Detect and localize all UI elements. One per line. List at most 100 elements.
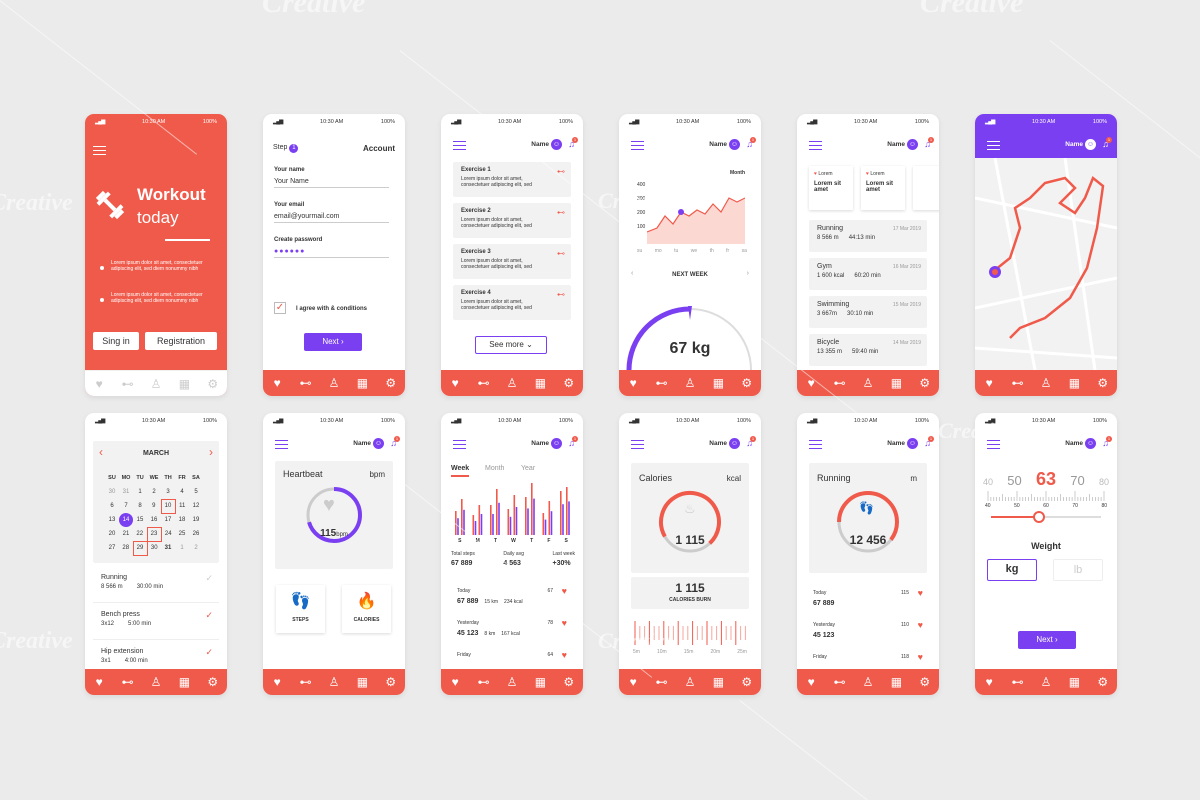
bell-icon[interactable]: ♫ 1: [1102, 436, 1112, 448]
person-icon[interactable]: ♙: [328, 376, 340, 390]
calendar-day[interactable]: 29: [132, 540, 148, 556]
email-input[interactable]: email@yourmail.com: [274, 213, 389, 223]
dumbbell-icon[interactable]: ⊷: [121, 376, 134, 391]
bell-icon[interactable]: ♫ 1: [924, 436, 934, 448]
exercise-card[interactable]: Exercise 4 Lorem ipsum dolor sit amet, co…: [453, 285, 571, 320]
tab-month[interactable]: Month: [485, 465, 505, 472]
heart-icon[interactable]: ♥: [807, 376, 815, 390]
dumbbell-icon[interactable]: ⊷: [1011, 675, 1024, 689]
activity-card[interactable]: Gym 16 Mar 2019 1 600 kcal 60:20 min: [809, 258, 927, 290]
calendar-day[interactable]: 2: [194, 545, 198, 551]
gear-icon[interactable]: ⚙: [207, 675, 219, 689]
heart-icon[interactable]: ♥: [451, 675, 459, 689]
name-input[interactable]: Your Name: [274, 178, 389, 188]
heart-icon[interactable]: ♥: [561, 586, 567, 596]
activity-card[interactable]: Bicycle 14 Mar 2019 13 355 m 59:40 min: [809, 334, 927, 366]
calendar-day[interactable]: 18: [178, 517, 186, 523]
dumbbell-icon[interactable]: ⊷: [299, 376, 312, 390]
schedule-item[interactable]: Running 8 566 m 30:00 min ✓: [93, 569, 219, 603]
agree-checkbox[interactable]: ✓: [274, 302, 286, 314]
avatar-icon[interactable]: ☺: [1085, 139, 1096, 150]
activity-card[interactable]: Running 17 Mar 2019 8 566 m 44:13 min: [809, 220, 927, 252]
calendar-day[interactable]: 27: [108, 545, 116, 551]
avatar-icon[interactable]: ☺: [729, 139, 740, 150]
avatar-icon[interactable]: ☺: [373, 438, 384, 449]
person-icon[interactable]: ♙: [862, 376, 874, 390]
route-map[interactable]: [975, 158, 1117, 370]
heart-icon[interactable]: ♥: [273, 376, 281, 390]
calendar-day[interactable]: 30: [150, 545, 158, 552]
calendar-day[interactable]: 1: [138, 489, 142, 495]
tab-week[interactable]: Week: [451, 465, 470, 477]
exercise-card[interactable]: Exercise 2 Lorem ipsum dolor sit amet, co…: [453, 203, 571, 238]
menu-icon[interactable]: [453, 141, 466, 150]
steps-tile[interactable]: 👣 STEPS: [276, 585, 325, 633]
gear-icon[interactable]: ⚙: [1097, 376, 1109, 390]
gear-icon[interactable]: ⚙: [919, 675, 931, 689]
heart-icon[interactable]: ♥: [561, 650, 567, 660]
menu-icon[interactable]: [809, 141, 822, 150]
calendar-day[interactable]: 19: [192, 517, 200, 523]
heart-icon[interactable]: ♥: [629, 675, 637, 689]
gear-icon[interactable]: ⚙: [741, 376, 753, 390]
calendar-day[interactable]: 14: [119, 513, 133, 527]
heart-icon[interactable]: ♥: [95, 376, 103, 391]
calendar-day[interactable]: 25: [178, 531, 186, 537]
heart-icon[interactable]: ♥: [561, 618, 567, 628]
heart-icon[interactable]: ♥: [629, 376, 637, 390]
bell-icon[interactable]: ♫ 1: [568, 137, 578, 149]
calendar-icon[interactable]: ▦: [178, 376, 191, 391]
person-icon[interactable]: ♙: [684, 376, 696, 390]
menu-icon[interactable]: [275, 440, 288, 449]
bell-icon[interactable]: ♫ 1: [924, 137, 934, 149]
dumbbell-icon[interactable]: ⊷: [833, 376, 846, 390]
calendar-day[interactable]: 15: [136, 517, 144, 523]
next-month-arrow[interactable]: ›: [209, 445, 213, 459]
calendar-day[interactable]: 21: [122, 531, 130, 537]
gear-icon[interactable]: ⚙: [741, 675, 753, 689]
person-icon[interactable]: ♙: [1040, 376, 1052, 390]
avatar-icon[interactable]: ☺: [551, 139, 562, 150]
calendar-icon[interactable]: ▦: [534, 675, 547, 689]
heart-icon[interactable]: ♥: [807, 675, 815, 689]
calendar-icon[interactable]: ▦: [712, 675, 725, 689]
bell-icon[interactable]: ♫ 1: [746, 137, 756, 149]
gear-icon[interactable]: ⚙: [385, 675, 397, 689]
history-row[interactable]: Yesterday 78 ♥ 45 123 8 km 167 kcal: [453, 617, 571, 647]
calendar-icon[interactable]: ▦: [890, 376, 903, 390]
calendar-day[interactable]: 4: [180, 489, 184, 495]
gear-icon[interactable]: ⚙: [1097, 675, 1109, 689]
dumbbell-icon[interactable]: ⊷: [477, 675, 490, 689]
weight-slider-thumb[interactable]: [1033, 511, 1045, 523]
see-more-button[interactable]: See more ⌄: [475, 336, 547, 354]
summary-card[interactable]: ♥ Lorem Lorem sit amet: [861, 166, 905, 210]
next-button[interactable]: Next ›: [1018, 631, 1076, 649]
menu-icon[interactable]: [809, 440, 822, 449]
unit-lb-button[interactable]: lb: [1053, 559, 1103, 581]
avatar-icon[interactable]: ☺: [729, 438, 740, 449]
schedule-item[interactable]: Bench press 3x12 5:00 min ✓: [93, 606, 219, 640]
calendar-icon[interactable]: ▦: [356, 376, 369, 390]
heart-icon[interactable]: ♥: [917, 652, 923, 662]
avatar-icon[interactable]: ☺: [1085, 438, 1096, 449]
calendar-day[interactable]: 26: [192, 531, 200, 537]
calendar-icon[interactable]: ▦: [712, 376, 725, 390]
calendar-day[interactable]: 13: [108, 517, 116, 523]
heart-icon[interactable]: ♥: [985, 376, 993, 390]
prev-arrow[interactable]: ‹: [631, 270, 634, 277]
history-row[interactable]: Today 67 ♥ 67 889 15 km 234 kcal: [453, 585, 571, 615]
next-arrow[interactable]: ›: [746, 270, 749, 277]
activity-card[interactable]: Swimming 15 Mar 2019 3 667m 30:10 min: [809, 296, 927, 328]
history-row[interactable]: Friday 118 ♥: [809, 651, 927, 681]
heart-icon[interactable]: ♥: [917, 588, 923, 598]
bell-icon[interactable]: ♫ 1: [390, 436, 400, 448]
menu-icon[interactable]: [631, 141, 644, 150]
bell-icon[interactable]: ♫ 1: [746, 436, 756, 448]
calendar-icon[interactable]: ▦: [1068, 376, 1081, 390]
calendar-icon[interactable]: ▦: [890, 675, 903, 689]
exercise-card[interactable]: Exercise 3 Lorem ipsum dolor sit amet, co…: [453, 244, 571, 279]
gear-icon[interactable]: ⚙: [385, 376, 397, 390]
weight-ruler[interactable]: [987, 491, 1105, 501]
dumbbell-icon[interactable]: ⊷: [1011, 376, 1024, 390]
dumbbell-icon[interactable]: ⊷: [655, 376, 668, 390]
